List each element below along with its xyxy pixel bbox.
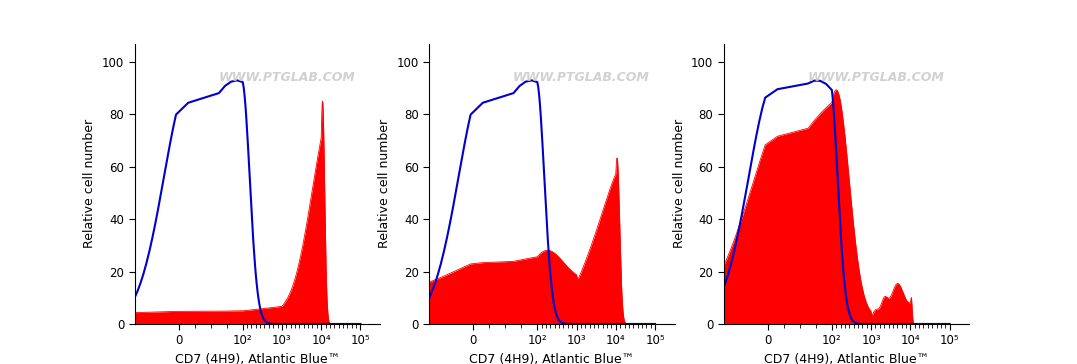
Text: WWW.PTGLAB.COM: WWW.PTGLAB.COM — [513, 71, 649, 84]
Text: WWW.PTGLAB.COM: WWW.PTGLAB.COM — [808, 71, 945, 84]
Y-axis label: Relative cell number: Relative cell number — [83, 119, 97, 248]
Y-axis label: Relative cell number: Relative cell number — [672, 119, 686, 248]
Y-axis label: Relative cell number: Relative cell number — [378, 119, 391, 248]
X-axis label: CD7 (4H9), Atlantic Blue™: CD7 (4H9), Atlantic Blue™ — [470, 353, 634, 364]
X-axis label: CD7 (4H9), Atlantic Blue™: CD7 (4H9), Atlantic Blue™ — [174, 353, 340, 364]
Text: WWW.PTGLAB.COM: WWW.PTGLAB.COM — [219, 71, 355, 84]
X-axis label: CD7 (4H9), Atlantic Blue™: CD7 (4H9), Atlantic Blue™ — [764, 353, 929, 364]
